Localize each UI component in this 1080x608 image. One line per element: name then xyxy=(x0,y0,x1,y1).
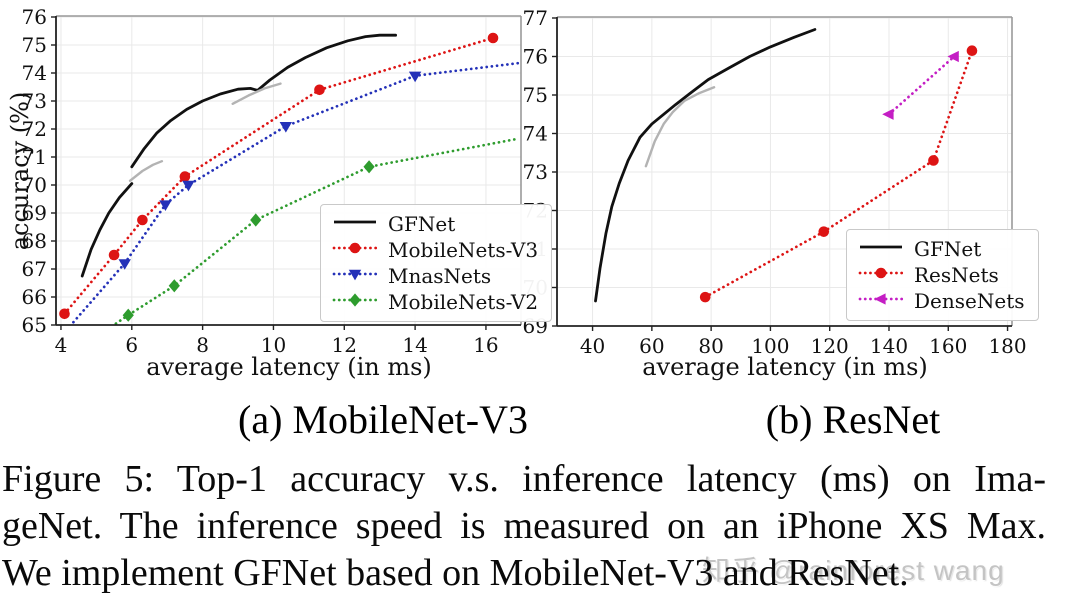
svg-text:74: 74 xyxy=(22,61,47,85)
svg-text:76: 76 xyxy=(523,45,548,69)
svg-text:66: 66 xyxy=(22,285,47,309)
caption-line-3: We implement GFNet based on MobileNet-V3… xyxy=(2,552,909,594)
subplot-caption-a: (a) MobileNet-V3 xyxy=(238,397,528,442)
legend-sample-line xyxy=(858,239,904,260)
legend-label: ResNets xyxy=(914,263,999,287)
svg-text:75: 75 xyxy=(523,83,548,107)
svg-text:71: 71 xyxy=(22,145,47,169)
svg-text:16: 16 xyxy=(473,333,498,357)
legend-sample-line xyxy=(332,214,378,235)
svg-text:12: 12 xyxy=(332,333,357,357)
legend-entry: GFNet xyxy=(332,212,538,236)
svg-text:68: 68 xyxy=(22,229,47,253)
watermark: 知乎 @rainforest wang xyxy=(702,555,1005,586)
legend-entry: GFNet xyxy=(858,237,1025,261)
caption-line-2: geNet. The inference speed is measured o… xyxy=(2,505,1046,547)
svg-text:160: 160 xyxy=(929,334,967,358)
legend-sample-line xyxy=(332,292,378,313)
svg-text:65: 65 xyxy=(22,313,47,337)
legend-entry: MobileNets-V2 xyxy=(332,290,538,314)
legend-sample-line xyxy=(858,265,904,286)
svg-text:77: 77 xyxy=(523,6,548,30)
svg-text:80: 80 xyxy=(698,334,723,358)
legend-sample-line xyxy=(332,240,378,261)
legend-sample-line xyxy=(332,266,378,287)
svg-text:8: 8 xyxy=(196,333,209,357)
caption-line-1: Figure 5: Top-1 accuracy v.s. inference … xyxy=(2,458,1046,500)
legend-entry: ResNets xyxy=(858,263,1025,287)
legend-sample-line xyxy=(858,291,904,312)
svg-text:72: 72 xyxy=(22,117,47,141)
svg-text:76: 76 xyxy=(22,5,47,29)
svg-text:73: 73 xyxy=(523,160,548,184)
y-axis-label: accuracy (%) xyxy=(6,91,34,251)
svg-text:6: 6 xyxy=(125,333,138,357)
legend-label: GFNet xyxy=(914,237,982,261)
svg-text:120: 120 xyxy=(811,334,849,358)
svg-text:180: 180 xyxy=(988,334,1026,358)
svg-text:69: 69 xyxy=(22,201,47,225)
subplot-caption-b: (b) ResNet xyxy=(765,397,941,442)
svg-text:75: 75 xyxy=(22,33,47,57)
legend-resnet-chart: GFNet ResNets DenseNets xyxy=(846,229,1039,321)
legend-label: MobileNets-V3 xyxy=(388,238,539,262)
svg-text:60: 60 xyxy=(639,334,664,358)
svg-text:10: 10 xyxy=(261,333,286,357)
svg-text:14: 14 xyxy=(402,333,427,357)
svg-text:40: 40 xyxy=(580,334,605,358)
figure-caption: Figure 5: Top-1 accuracy v.s. inference … xyxy=(2,456,1046,597)
legend-entry: MobileNets-V3 xyxy=(332,238,538,262)
svg-text:74: 74 xyxy=(523,122,548,146)
svg-text:73: 73 xyxy=(22,89,47,113)
legend-label: MnasNets xyxy=(388,264,492,288)
svg-text:70: 70 xyxy=(22,173,47,197)
svg-text:4: 4 xyxy=(55,333,68,357)
legend-label: GFNet xyxy=(388,212,456,236)
legend-entry: DenseNets xyxy=(858,289,1025,313)
legend-label: MobileNets-V2 xyxy=(388,290,539,314)
legend-label: DenseNets xyxy=(914,289,1025,313)
svg-text:100: 100 xyxy=(751,334,789,358)
legend-entry: MnasNets xyxy=(332,264,538,288)
x-axis-label-b: average latency (in ms) xyxy=(642,353,928,381)
svg-text:140: 140 xyxy=(870,334,908,358)
legend-mobilenet-chart: GFNet MobileNets-V3 MnasNets MobileNets-V2 xyxy=(320,204,553,322)
x-axis-label-a: average latency (in ms) xyxy=(146,353,432,381)
svg-text:67: 67 xyxy=(22,257,47,281)
